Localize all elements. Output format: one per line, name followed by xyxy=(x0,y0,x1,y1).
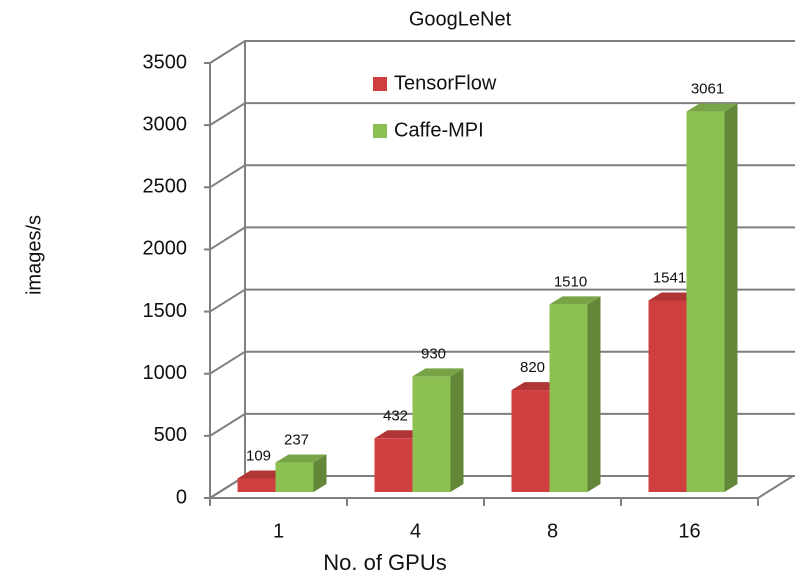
bar-front xyxy=(648,300,687,492)
bar xyxy=(275,454,327,492)
x-axis-label: No. of GPUs xyxy=(323,550,446,575)
bar-front xyxy=(237,478,276,492)
bar-front xyxy=(549,304,588,492)
bar-side xyxy=(587,296,601,492)
y-tick-label: 3000 xyxy=(143,113,188,135)
bar-front xyxy=(374,438,413,492)
value-label: 1510 xyxy=(554,273,587,290)
bar-top xyxy=(549,296,601,305)
grid-line xyxy=(209,350,795,375)
value-label: 237 xyxy=(284,432,309,449)
grid-line xyxy=(209,102,795,126)
legend-swatch xyxy=(373,124,387,138)
bar-front xyxy=(511,390,550,492)
x-tick-label: 8 xyxy=(547,520,558,542)
bar xyxy=(686,103,738,492)
legend-label: TensorFlow xyxy=(394,72,497,94)
bar-front xyxy=(412,376,451,492)
grid-line xyxy=(209,164,795,189)
chart-title: GoogLeNet xyxy=(409,8,512,30)
value-label: 930 xyxy=(421,345,446,362)
bar-top xyxy=(686,103,738,112)
value-label: 3061 xyxy=(691,81,724,98)
value-label: 820 xyxy=(520,359,545,376)
bar-side xyxy=(450,368,464,492)
bar-top xyxy=(275,454,327,463)
grid-line xyxy=(209,226,795,251)
x-tick-label: 4 xyxy=(410,520,421,542)
y-tick-label: 500 xyxy=(154,424,187,446)
bar xyxy=(412,368,464,492)
value-label: 432 xyxy=(383,407,408,424)
grid-line xyxy=(209,288,795,313)
y-tick-label: 1500 xyxy=(143,300,188,322)
y-tick-label: 2500 xyxy=(143,176,188,198)
bar-front xyxy=(275,462,314,492)
legend-label: Caffe-MPI xyxy=(394,119,484,141)
x-tick-label: 1 xyxy=(273,520,284,542)
y-tick-label: 1000 xyxy=(143,362,188,384)
bar xyxy=(549,296,601,492)
legend-swatch xyxy=(373,77,387,91)
bar-side xyxy=(724,103,738,492)
value-label: 109 xyxy=(246,447,271,464)
y-tick-label: 3500 xyxy=(143,51,188,73)
y-axis-label: images/s xyxy=(23,215,45,295)
y-tick-label: 2000 xyxy=(143,238,188,260)
x-tick-label: 16 xyxy=(678,520,700,542)
value-label: 1541 xyxy=(653,269,686,286)
grid-line xyxy=(209,412,795,437)
bar-top xyxy=(412,368,464,377)
bar-front xyxy=(686,111,725,492)
grid-line xyxy=(209,40,795,64)
y-tick-label: 0 xyxy=(176,486,187,508)
bar-side xyxy=(313,454,327,492)
